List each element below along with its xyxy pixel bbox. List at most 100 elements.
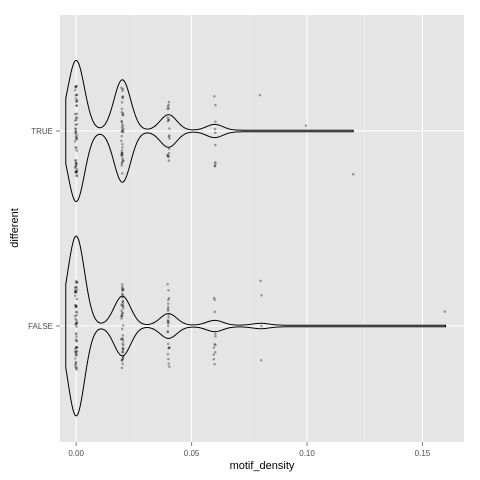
data-point (121, 342, 125, 345)
data-point (120, 110, 124, 114)
plot-panel (60, 15, 464, 442)
data-point (121, 123, 124, 126)
data-point (74, 351, 78, 354)
data-point (167, 346, 170, 350)
data-point (120, 313, 124, 317)
data-point (351, 172, 355, 176)
data-point (213, 127, 217, 131)
data-point (167, 302, 170, 305)
data-points (73, 84, 447, 371)
data-point (213, 165, 217, 168)
data-point (74, 305, 78, 308)
data-point (75, 285, 78, 289)
data-point (74, 347, 77, 350)
data-point (74, 118, 78, 122)
data-point (166, 342, 170, 346)
data-point (74, 166, 77, 170)
data-point (74, 84, 78, 88)
data-point (74, 303, 77, 307)
data-point (212, 358, 216, 361)
data-point (75, 93, 79, 97)
data-point (166, 330, 170, 334)
data-point (75, 104, 78, 107)
data-point (74, 290, 78, 293)
data-point (74, 161, 78, 165)
data-point (167, 135, 171, 138)
data-point (167, 288, 170, 292)
y-axis: TRUE FALSE (28, 127, 60, 331)
data-point (74, 304, 78, 308)
grid-lines (60, 15, 464, 442)
data-point (167, 305, 170, 309)
data-point (120, 134, 124, 138)
data-point (166, 330, 170, 333)
x-tick-label: 0.10 (299, 449, 315, 458)
y-tick-label: TRUE (31, 127, 53, 136)
data-point (166, 319, 170, 322)
data-point (74, 89, 77, 92)
data-point (167, 106, 170, 110)
y-tick-label: FALSE (28, 322, 53, 331)
data-point (73, 290, 77, 293)
data-point (75, 112, 79, 115)
data-point (75, 288, 79, 291)
data-point (121, 292, 124, 296)
violin-false (65, 235, 447, 417)
data-point (121, 293, 125, 297)
data-point (121, 158, 125, 162)
x-tick-label: 0.05 (184, 449, 200, 458)
data-point (120, 358, 124, 362)
data-point (120, 350, 124, 354)
data-point (74, 159, 78, 162)
data-point (166, 309, 170, 312)
data-point (121, 312, 124, 315)
data-point (167, 100, 171, 104)
data-point (120, 309, 123, 312)
data-point (212, 346, 216, 349)
data-point (74, 146, 77, 150)
data-point (121, 129, 124, 133)
data-point (74, 135, 78, 139)
data-point (75, 321, 79, 324)
data-point (75, 137, 79, 141)
data-point (258, 93, 262, 97)
data-point (121, 343, 125, 347)
data-point (75, 170, 79, 173)
data-point (74, 289, 77, 292)
data-point (212, 296, 216, 300)
data-point (122, 159, 125, 163)
data-point (74, 170, 77, 173)
data-point (75, 174, 79, 178)
data-point (74, 338, 78, 342)
data-point (74, 310, 78, 314)
data-point (168, 346, 171, 349)
data-point (259, 279, 262, 283)
data-point (120, 314, 124, 318)
data-point (74, 164, 78, 168)
data-point (214, 104, 217, 107)
data-point (75, 346, 78, 350)
data-point (168, 365, 171, 368)
data-point (121, 304, 125, 308)
data-point (122, 355, 125, 358)
data-point (167, 357, 170, 361)
data-point (121, 113, 124, 117)
data-point (166, 319, 170, 323)
data-point (167, 134, 171, 137)
data-point (121, 357, 125, 361)
x-axis: 0.00 0.05 0.10 0.15 (68, 442, 431, 458)
data-point (121, 113, 125, 117)
data-point (75, 149, 79, 152)
data-point (167, 151, 171, 155)
data-point (214, 332, 217, 336)
data-point (73, 140, 77, 143)
data-point (74, 97, 78, 100)
data-point (120, 86, 123, 90)
data-point (168, 346, 171, 349)
data-point (214, 131, 217, 135)
data-point (75, 350, 79, 353)
data-point (75, 321, 78, 325)
data-point (121, 324, 125, 327)
data-point (75, 100, 78, 103)
data-point (75, 290, 78, 294)
